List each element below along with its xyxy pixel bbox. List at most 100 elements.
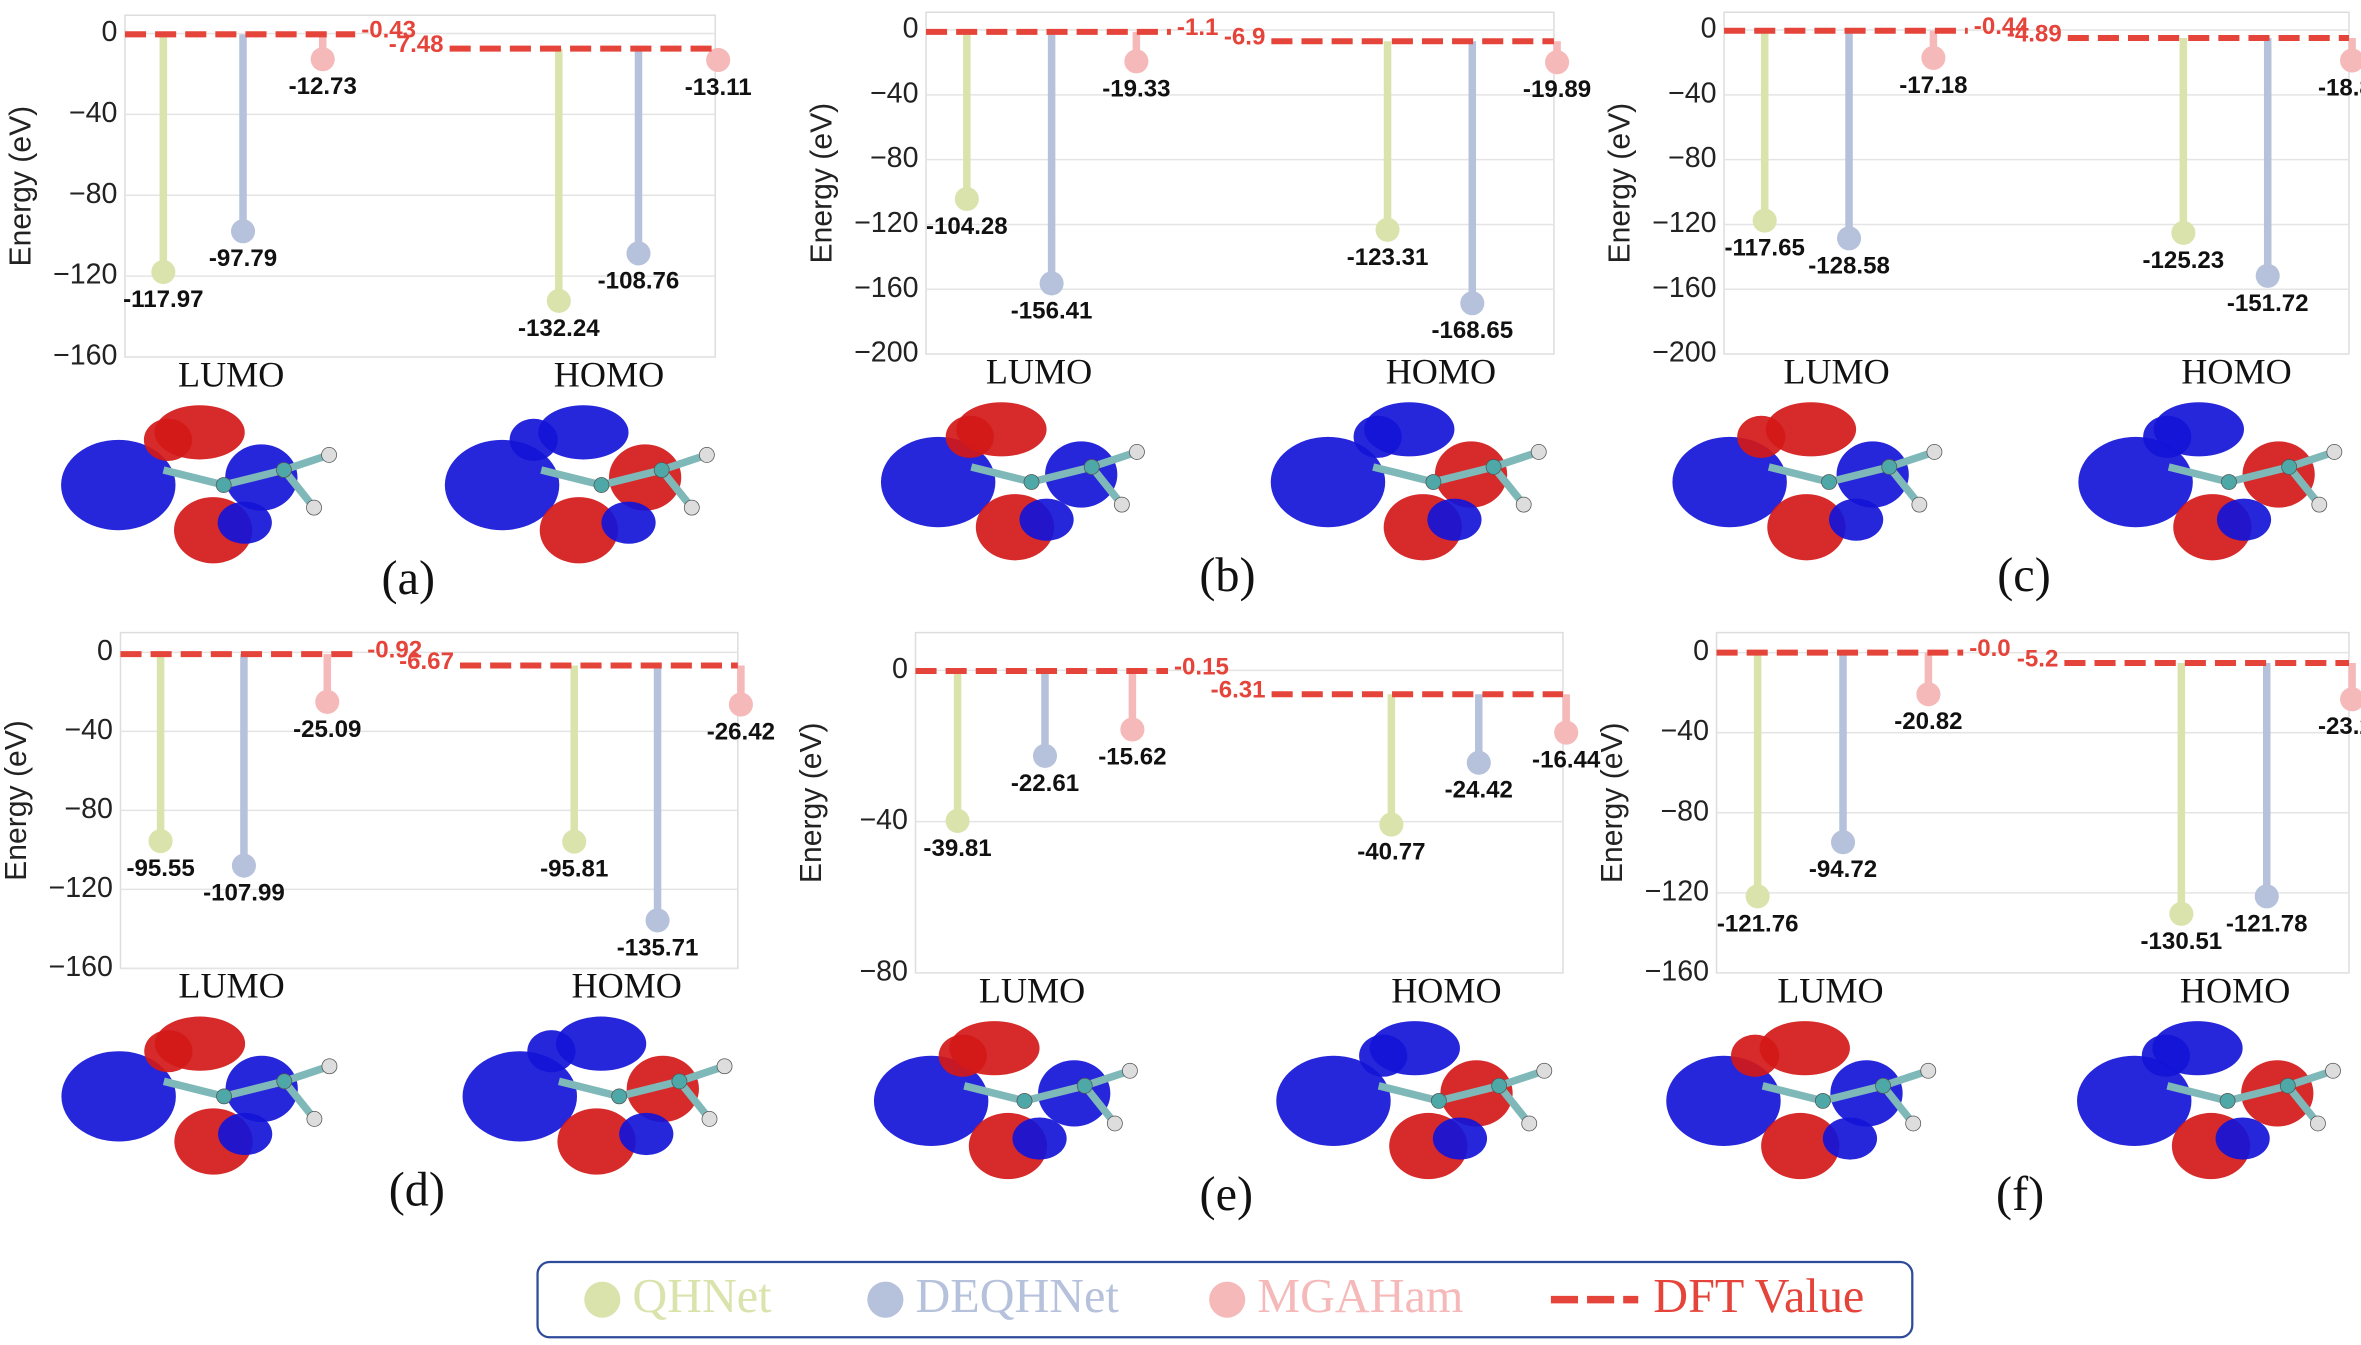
orbital-lobe — [509, 418, 558, 461]
bond — [1828, 463, 1891, 486]
bond — [970, 463, 1033, 486]
dft-label: -7.48 — [389, 31, 444, 58]
bond — [1881, 1067, 1930, 1090]
atom — [1920, 1062, 1937, 1079]
dft-label: -6.67 — [399, 648, 454, 675]
category-label: HOMO — [2181, 351, 2291, 391]
atom — [701, 1111, 718, 1127]
bond — [2226, 1082, 2289, 1105]
orbital-lobe — [1276, 1055, 1391, 1147]
atom — [215, 477, 232, 493]
atom — [321, 1058, 338, 1075]
dft-label: -1.1 — [1177, 14, 1219, 41]
marker — [626, 241, 651, 266]
value-label: -22.61 — [1011, 770, 1079, 797]
category-label: LUMO — [178, 966, 284, 1006]
marker — [562, 829, 587, 854]
y-tick-label: −40 — [859, 804, 908, 836]
y-tick-label: 0 — [102, 16, 118, 48]
orbital-lobe — [2078, 436, 2193, 528]
marker — [1460, 291, 1485, 316]
orbital-lobe — [1737, 415, 1786, 458]
value-label: -151.72 — [2227, 290, 2309, 317]
value-label: -107.99 — [203, 880, 285, 907]
atom — [1911, 496, 1928, 513]
y-tick-label: −80 — [69, 178, 118, 210]
bond — [600, 466, 663, 489]
marker — [148, 829, 173, 854]
marker — [2255, 263, 2280, 288]
y-tick-label: −40 — [1660, 715, 1709, 747]
marker — [706, 47, 731, 73]
orbital-lobe — [1427, 498, 1482, 541]
y-tick-label: 0 — [97, 635, 113, 667]
dft-label: -5.2 — [2017, 645, 2058, 672]
atom — [1113, 496, 1130, 513]
bond — [282, 451, 331, 474]
category-label: LUMO — [178, 354, 284, 394]
marker — [1916, 682, 1941, 707]
value-label: -168.65 — [1431, 317, 1513, 344]
y-axis-label: Energy (eV) — [0, 720, 33, 881]
orbital-lobe — [1759, 1021, 1850, 1076]
category-label: HOMO — [2180, 970, 2290, 1010]
orbital-lobe — [2216, 498, 2272, 541]
atom — [276, 462, 292, 478]
dft-label: -0.15 — [1174, 653, 1229, 680]
y-axis-label: Energy (eV) — [1604, 103, 1637, 264]
bond — [222, 466, 285, 489]
bond — [2228, 463, 2291, 486]
bond — [1767, 463, 1830, 486]
marker — [1830, 830, 1856, 855]
panel-caption: (c) — [1997, 549, 2050, 602]
panel-caption: (e) — [1200, 1168, 1253, 1221]
y-tick-label: 0 — [892, 653, 908, 685]
value-label: -20.82 — [1894, 708, 1962, 735]
atom — [2279, 1077, 2296, 1094]
value-label: -156.41 — [1011, 297, 1093, 324]
y-axis-label: Energy (eV) — [795, 722, 828, 883]
bond — [2284, 1083, 2321, 1126]
bond — [1880, 1083, 1917, 1126]
value-label: -117.97 — [123, 286, 203, 313]
bond — [1761, 1082, 1824, 1105]
bond — [963, 1082, 1026, 1105]
atom — [653, 462, 670, 478]
orbital-lobe — [880, 436, 996, 528]
atom — [1122, 1062, 1138, 1079]
panel-caption: (a) — [382, 552, 435, 605]
orbital-lobe — [1730, 1034, 1780, 1077]
atom — [1485, 459, 1502, 475]
atom — [2221, 474, 2237, 490]
bond — [162, 1077, 225, 1101]
value-label: -19.89 — [1523, 76, 1591, 103]
panel-caption: (b) — [1199, 549, 1255, 602]
orbital-lobe — [1359, 1034, 1408, 1077]
y-tick-label: −40 — [870, 77, 919, 109]
atom — [593, 477, 610, 493]
atom — [1536, 1062, 1553, 1079]
bond — [223, 1077, 286, 1101]
value-label: -97.79 — [209, 245, 277, 272]
bond — [1886, 464, 1923, 507]
dft-label: -4.89 — [2007, 20, 2062, 47]
orbital-lobe — [1672, 436, 1787, 528]
orbital-lobe — [462, 1051, 577, 1142]
atom — [698, 447, 715, 463]
plot-area — [119, 631, 739, 970]
marker — [945, 808, 970, 833]
atom — [611, 1088, 628, 1105]
orbital-lobe — [1353, 415, 1402, 458]
bond — [1496, 1083, 1533, 1126]
orbital-lobe — [217, 501, 272, 544]
y-tick-label: −120 — [49, 872, 113, 904]
marker — [1554, 720, 1579, 745]
category-label: LUMO — [979, 970, 1085, 1010]
y-tick-label: −40 — [69, 97, 118, 129]
orbital-lobe — [61, 1051, 176, 1142]
marker — [645, 908, 670, 933]
legend-marker — [867, 1281, 904, 1318]
y-tick-label: 0 — [903, 13, 919, 45]
y-tick-label: −40 — [64, 714, 113, 746]
